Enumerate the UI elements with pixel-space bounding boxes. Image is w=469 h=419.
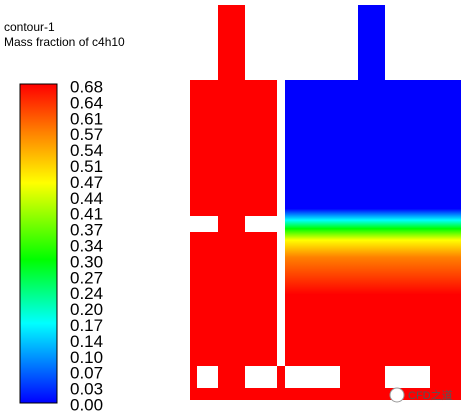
colorbar-label: 0.51 bbox=[70, 157, 103, 176]
left-upper-chamber bbox=[190, 80, 277, 216]
colorbar-label: 0.61 bbox=[70, 109, 103, 128]
gap bbox=[285, 375, 340, 388]
contour-subtitle: Mass fraction of c4h10 bbox=[4, 35, 125, 49]
right-outlet bbox=[340, 366, 385, 375]
edge bbox=[190, 366, 197, 375]
colorbar-label: 0.47 bbox=[70, 173, 103, 192]
colorbar bbox=[19, 83, 58, 404]
colorbar-label: 0.10 bbox=[70, 348, 103, 367]
right-chamber bbox=[285, 80, 461, 366]
left-outlet bbox=[218, 366, 245, 375]
colorbar-label: 0.20 bbox=[70, 300, 103, 319]
colorbar-label: 0.68 bbox=[70, 77, 103, 96]
colorbar-label: 0.64 bbox=[70, 93, 103, 112]
gap bbox=[197, 375, 218, 388]
colorbar-label: 0.41 bbox=[70, 205, 103, 224]
colorbar-label: 0.03 bbox=[70, 380, 103, 399]
colorbar-label: 0.30 bbox=[70, 252, 103, 271]
left-inlet bbox=[218, 5, 245, 80]
colorbar-labels: 0.680.640.610.570.540.510.470.440.410.37… bbox=[70, 77, 103, 414]
watermark: CFD之道 bbox=[408, 388, 453, 402]
gap bbox=[245, 375, 277, 388]
domain bbox=[190, 5, 461, 400]
colorbar-label: 0.17 bbox=[70, 316, 103, 335]
edge bbox=[277, 366, 285, 375]
left-lower-chamber bbox=[190, 232, 277, 366]
colorbar-label: 0.57 bbox=[70, 125, 103, 144]
contour-title: contour-1 bbox=[4, 20, 55, 34]
colorbar-label: 0.14 bbox=[70, 332, 103, 351]
colorbar-label: 0.00 bbox=[70, 395, 103, 414]
colorbar-label: 0.37 bbox=[70, 221, 103, 240]
right-inlet bbox=[358, 5, 385, 80]
colorbar-label: 0.54 bbox=[70, 141, 103, 160]
colorbar-label: 0.24 bbox=[70, 284, 103, 303]
colorbar-label: 0.07 bbox=[70, 364, 103, 383]
colorbar-label: 0.27 bbox=[70, 268, 103, 287]
colorbar-label: 0.44 bbox=[70, 189, 103, 208]
right-outlet-2 bbox=[430, 366, 461, 375]
left-neck bbox=[218, 216, 245, 232]
watermark-icon bbox=[389, 387, 405, 403]
gap bbox=[385, 375, 430, 388]
colorbar-label: 0.34 bbox=[70, 236, 103, 255]
